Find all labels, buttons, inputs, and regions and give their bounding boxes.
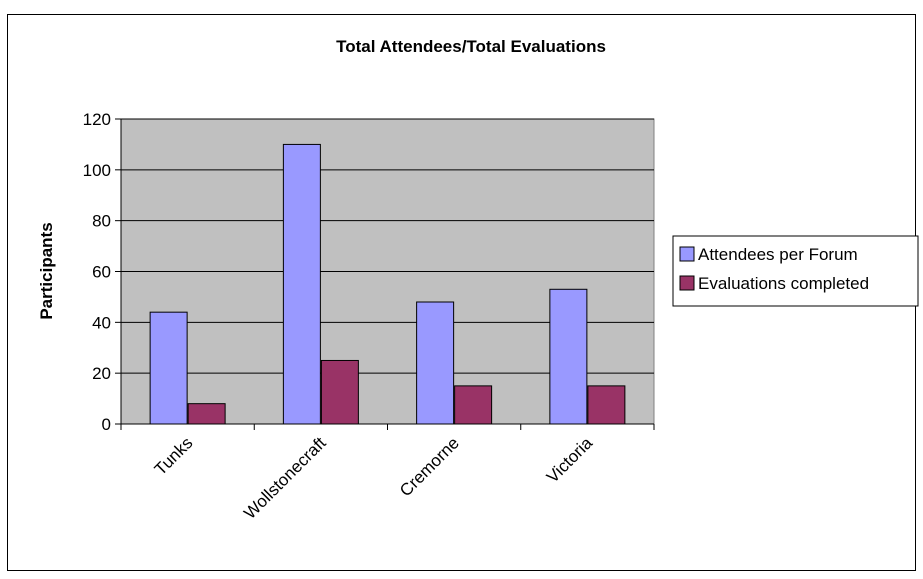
x-tick-label: Cremorne <box>396 433 463 500</box>
y-axis-title: Participants <box>37 222 56 319</box>
bar-1-3 <box>587 385 626 425</box>
legend-swatch <box>679 246 695 262</box>
y-tick-label: 60 <box>92 263 111 282</box>
y-tick-label: 20 <box>92 364 111 383</box>
x-tick-label: Wollstonecraft <box>240 433 330 523</box>
y-tick-labels: 0 20 40 60 80 100 120 <box>83 110 111 434</box>
bar-1-0 <box>187 403 226 425</box>
legend-swatch <box>679 275 695 291</box>
y-tick-label: 0 <box>102 415 111 434</box>
x-tick-label: Tunks <box>151 433 197 479</box>
legend: Attendees per Forum Evaluations completed <box>672 235 919 307</box>
bar-0-0 <box>149 311 188 425</box>
bar-0-3 <box>549 288 588 425</box>
legend-label: Attendees per Forum <box>698 245 858 264</box>
bar-0-1 <box>282 143 321 425</box>
y-tick-label: 120 <box>83 110 111 129</box>
bar-1-1 <box>320 359 359 425</box>
chart-title: Total Attendees/Total Evaluations <box>336 37 606 56</box>
y-tick-label: 100 <box>83 161 111 180</box>
y-tick-label: 80 <box>92 212 111 231</box>
x-tick-labels: Tunks Wollstonecraft Cremorne Victoria <box>151 433 597 523</box>
y-tick-label: 40 <box>92 313 111 332</box>
axes <box>115 118 655 430</box>
bars <box>149 143 626 425</box>
gridlines <box>121 118 654 374</box>
bar-0-2 <box>416 301 455 425</box>
x-tick-label: Victoria <box>543 433 597 487</box>
legend-box <box>672 235 919 307</box>
legend-label: Evaluations completed <box>698 274 869 293</box>
bar-1-2 <box>454 385 493 425</box>
